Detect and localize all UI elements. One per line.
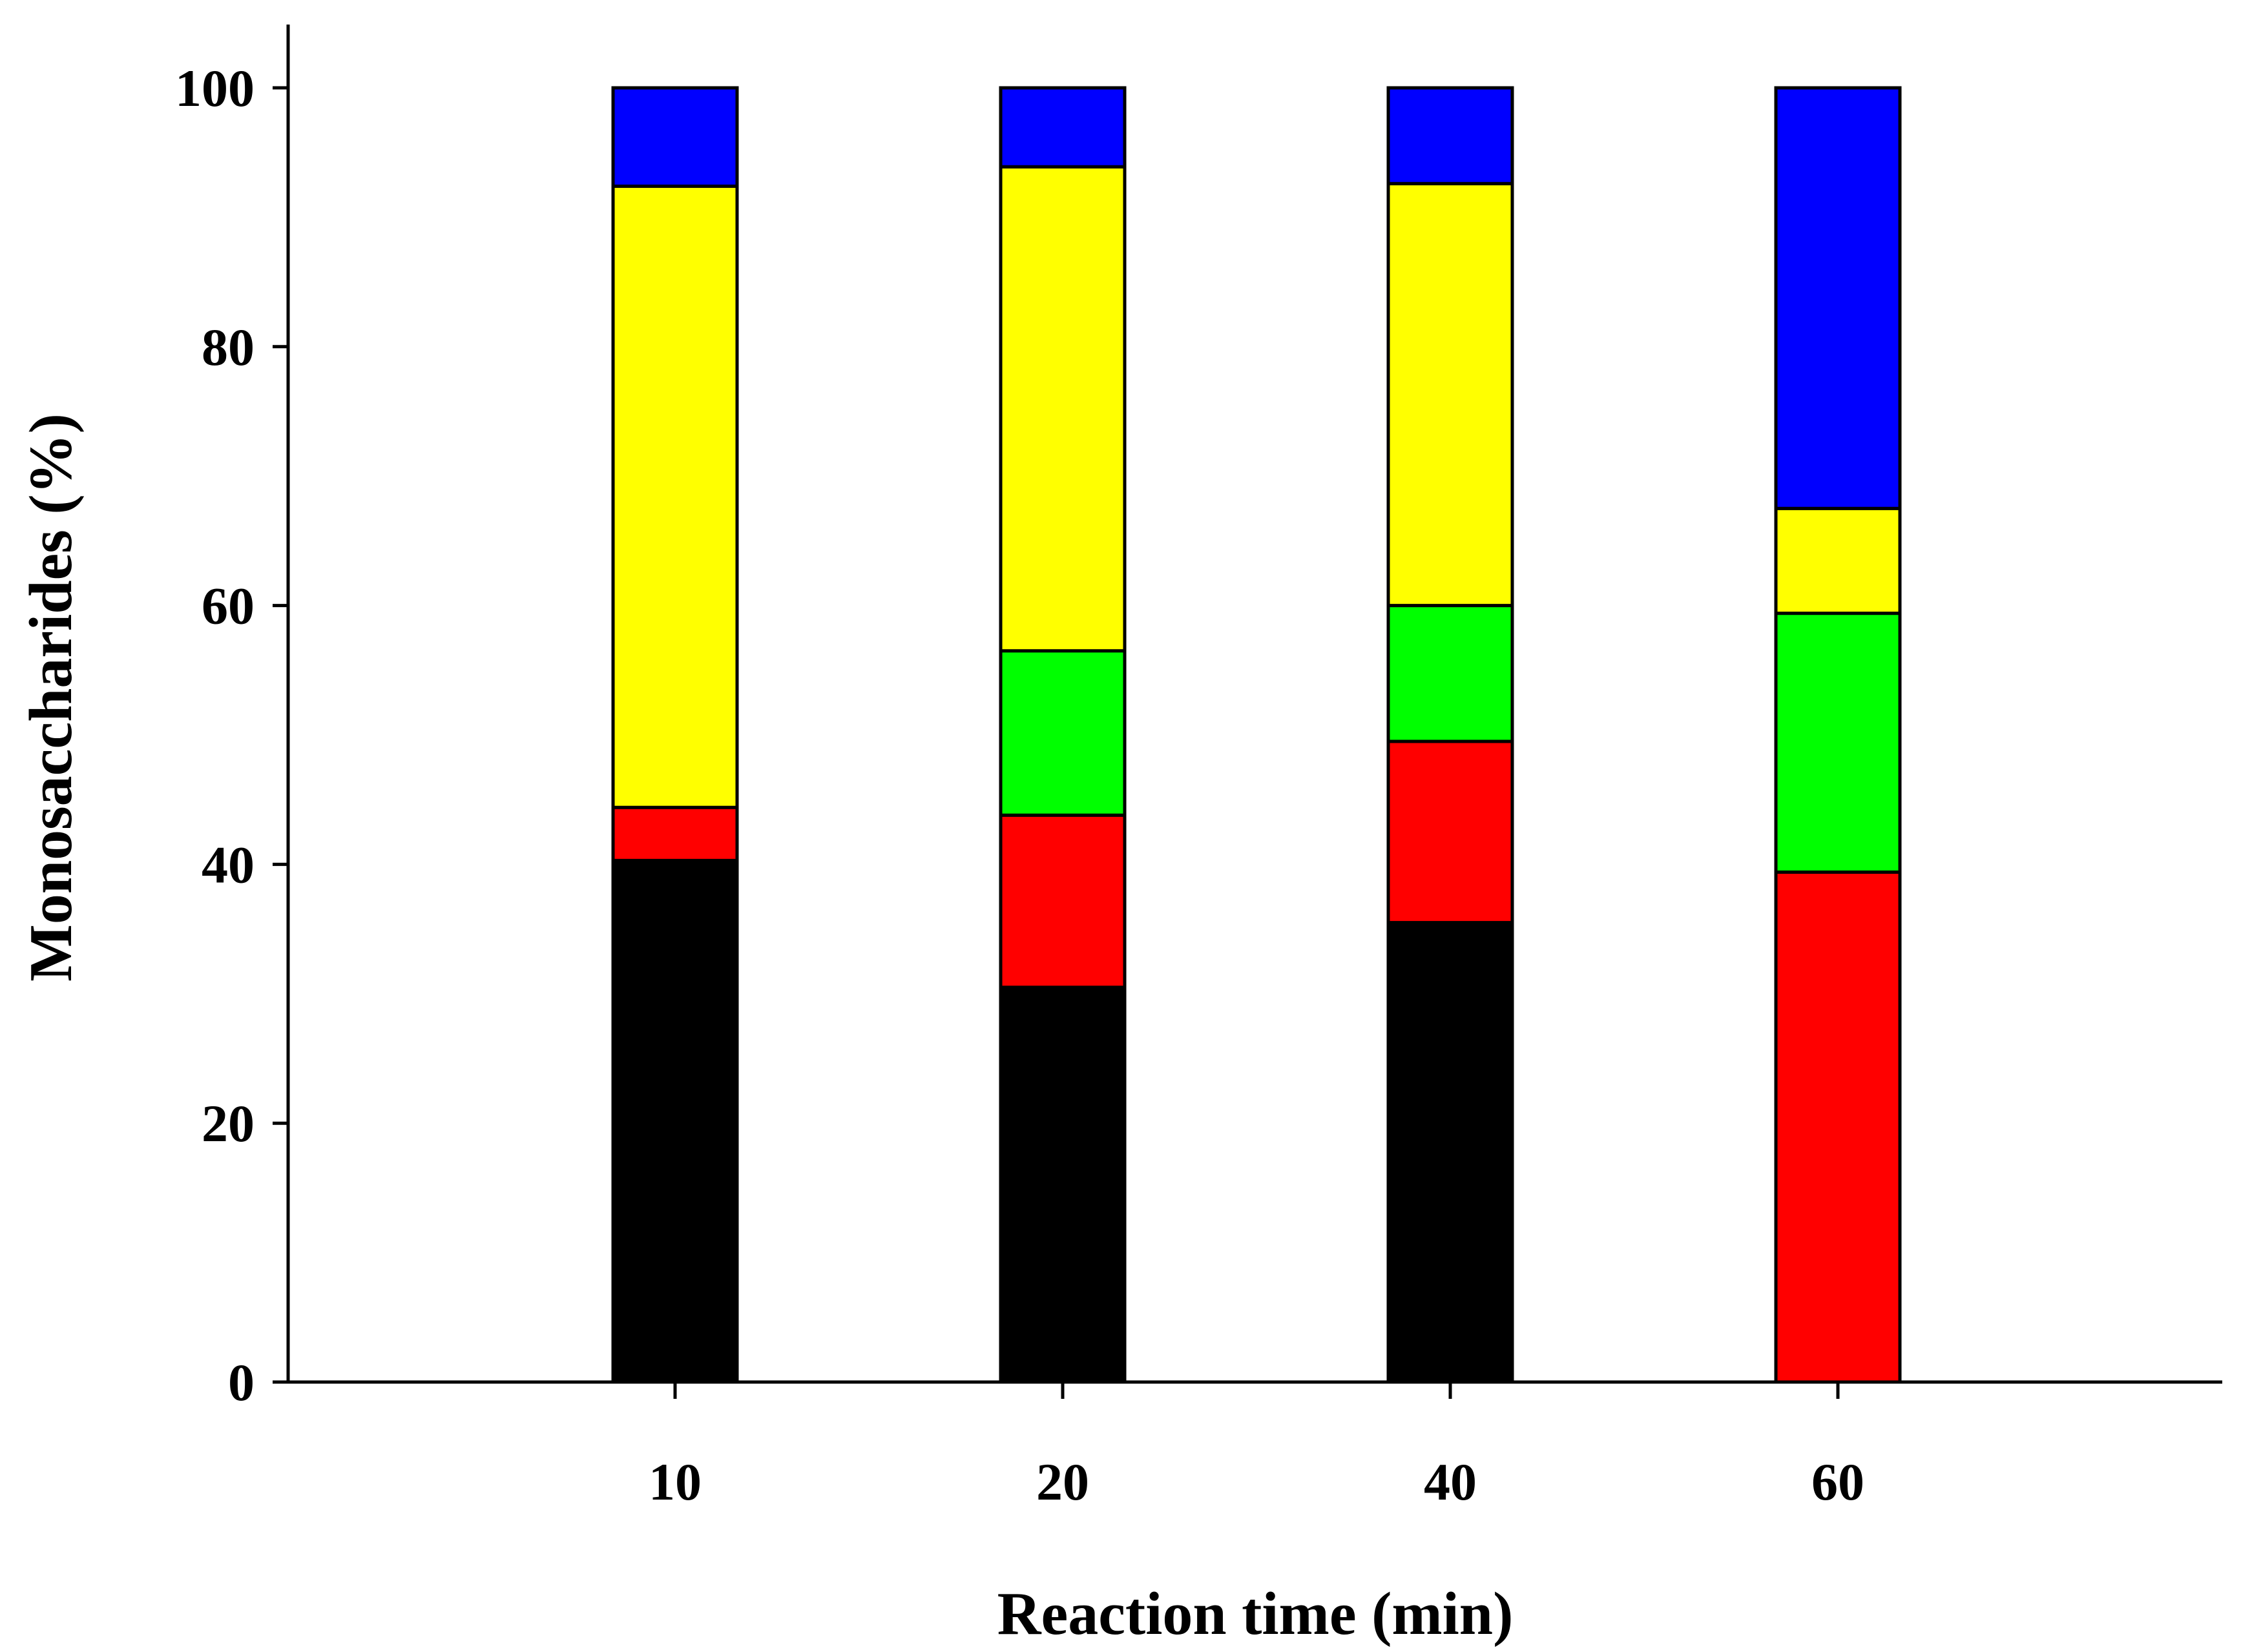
bar-segment-black-40 [1386, 921, 1514, 1384]
bar-segment-black-10 [611, 858, 739, 1384]
y-axis-title: Monosaccharides (%) [17, 413, 85, 982]
bar-segment-red-10 [611, 805, 739, 862]
bar-segment-green-60 [1774, 612, 1902, 874]
y-ticks: 0 20 40 60 80 100 [175, 59, 288, 1412]
bar-segment-blue-20 [999, 86, 1127, 169]
bar-segment-yellow-10 [611, 184, 739, 809]
y-tick-label: 20 [202, 1094, 255, 1153]
x-tick-label: 10 [649, 1452, 702, 1511]
x-ticks: 10 20 40 60 [649, 1382, 1864, 1511]
bar-segment-blue-40 [1386, 86, 1514, 185]
bar-segment-blue-60 [1774, 86, 1902, 510]
x-axis-title: Reaction time (min) [997, 1580, 1514, 1647]
x-tick-label: 20 [1036, 1452, 1089, 1511]
x-tick-label: 60 [1811, 1452, 1864, 1511]
bar-segment-red-20 [999, 813, 1127, 989]
bar-segment-yellow-40 [1386, 181, 1514, 608]
y-tick-label: 60 [202, 577, 255, 635]
bar-segment-yellow-20 [999, 165, 1127, 653]
y-tick-label: 0 [228, 1353, 255, 1412]
bar-segment-yellow-60 [1774, 506, 1902, 615]
bar-segment-black-20 [999, 986, 1127, 1384]
bar-segment-green-20 [999, 649, 1127, 817]
y-tick-label: 40 [202, 835, 255, 894]
bar-segment-green-40 [1386, 604, 1514, 743]
bars-layer [611, 86, 1902, 1384]
bar-segment-blue-10 [611, 86, 739, 188]
y-tick-label: 80 [202, 318, 255, 377]
y-tick-label: 100 [175, 59, 255, 118]
axes-layer [286, 25, 2222, 1384]
x-tick-label: 40 [1424, 1452, 1477, 1511]
bar-segment-red-40 [1386, 739, 1514, 925]
bar-segment-red-60 [1774, 870, 1902, 1384]
